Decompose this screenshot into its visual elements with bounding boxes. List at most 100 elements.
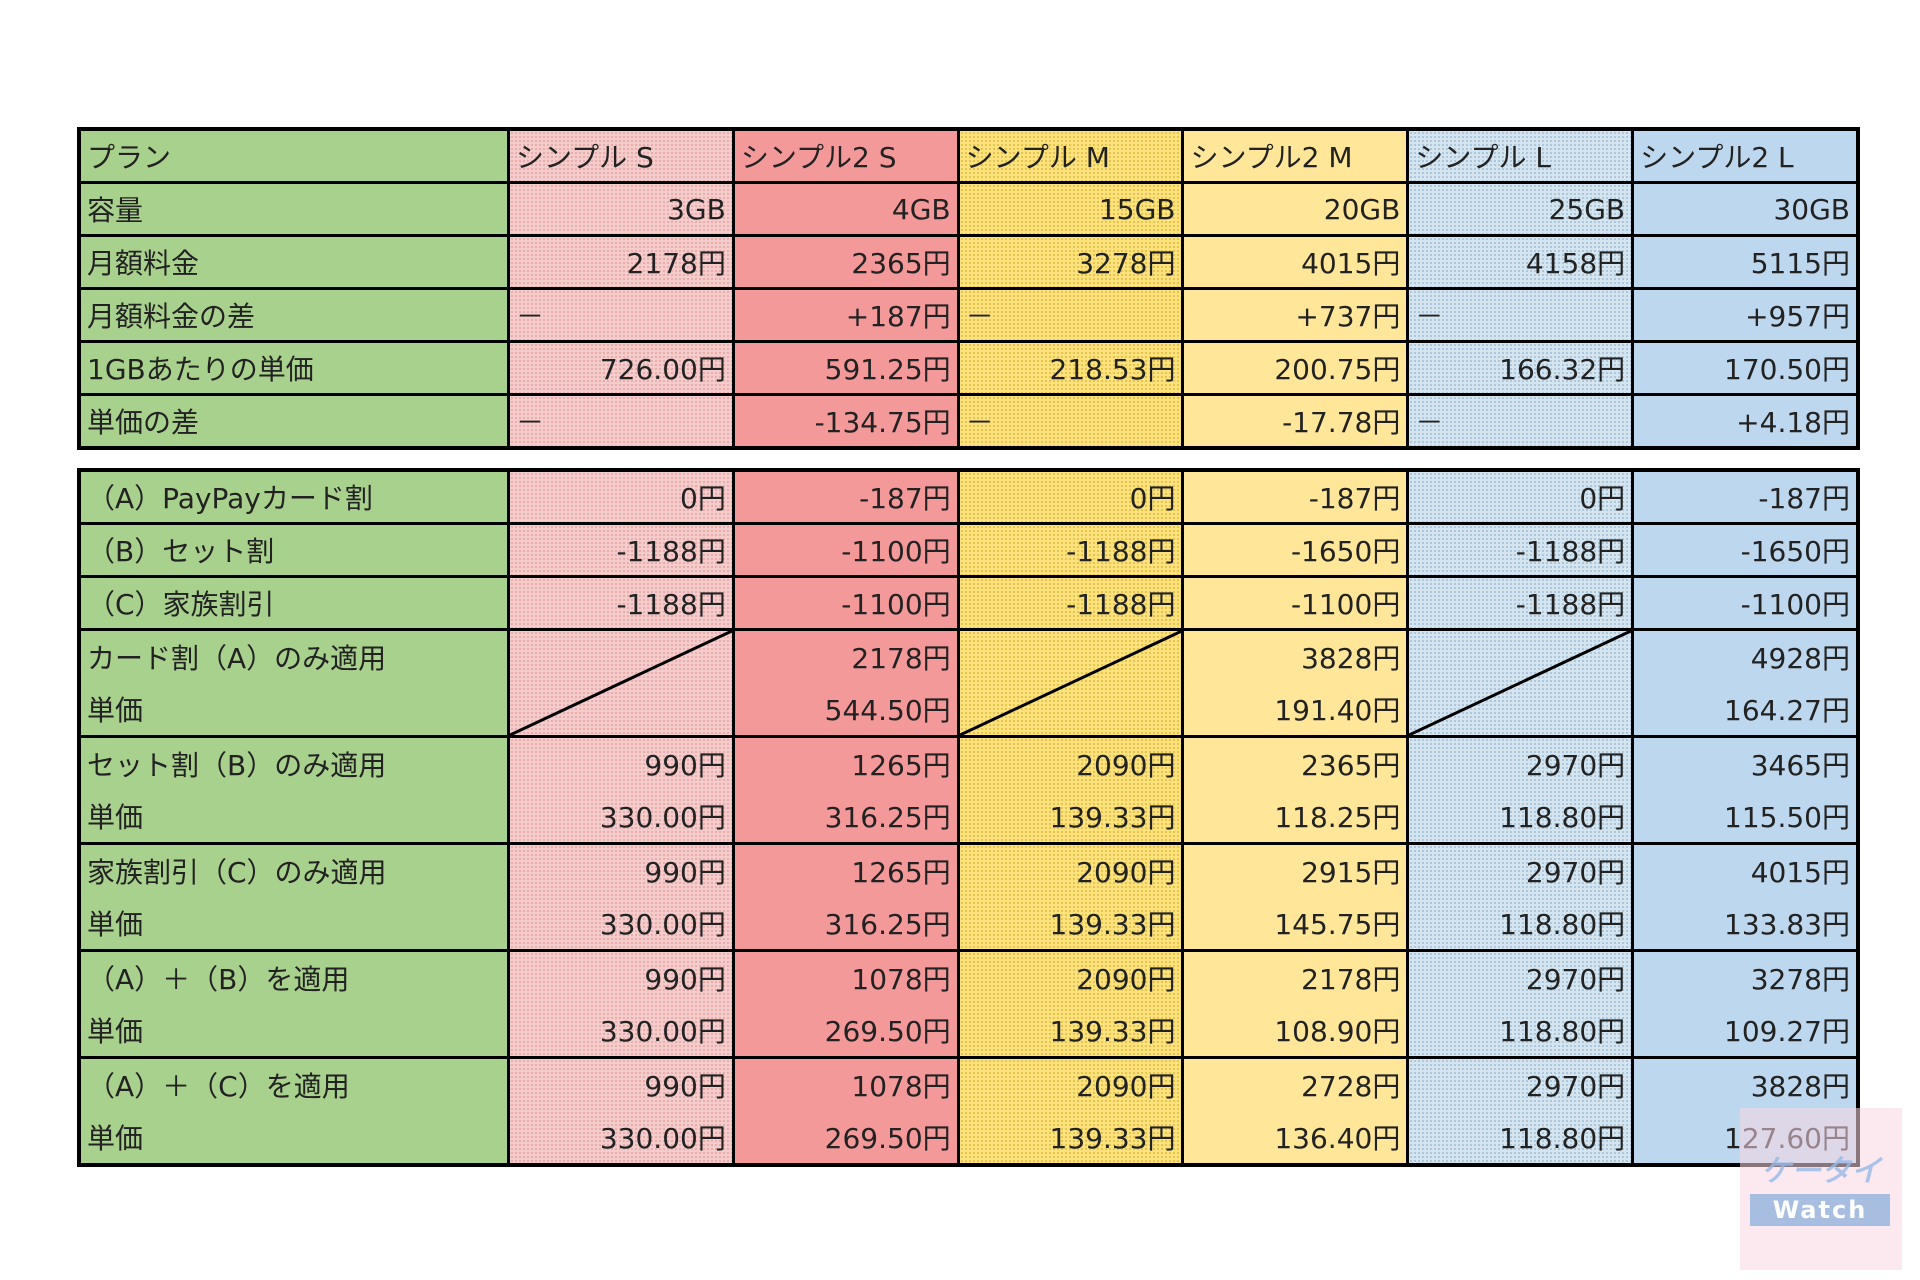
value-line: 3278円 (1750, 963, 1850, 996)
value-cell: 0円 (510, 472, 732, 522)
value-line: 1265円 (851, 749, 951, 782)
value-line: 109.27円 (1724, 1015, 1850, 1048)
value-line: 2915円 (1301, 856, 1401, 889)
value-cell: 2090円 139.33円 (959, 1059, 1182, 1163)
value-cell: -1188円 (1409, 525, 1632, 575)
value-cell: － (1409, 396, 1632, 446)
empty-cell (959, 631, 1182, 735)
value-cell: -1100円 (734, 525, 957, 575)
value-cell: -1100円 (1184, 578, 1407, 628)
row-label: セット割（B）のみ適用 単価 (81, 738, 507, 842)
value-cell: -187円 (1184, 472, 1407, 522)
diagonal-slash (960, 631, 1182, 735)
value-line: 2090円 (1076, 749, 1176, 782)
value-line: 139.33円 (1049, 1122, 1176, 1155)
value-cell: 0円 (959, 472, 1182, 522)
row-label-line: セット割（B）のみ適用 (87, 749, 387, 782)
row-label-line: （A）＋（B）を適用 (87, 963, 350, 996)
value-cell: +737円 (1184, 290, 1407, 340)
value-line: 118.80円 (1499, 801, 1626, 834)
row-label: （A）＋（C）を適用 単価 (81, 1059, 507, 1163)
row-label: 家族割引（C）のみ適用 単価 (81, 845, 507, 949)
value-cell: 4928円 164.27円 (1634, 631, 1856, 735)
value-cell: 1078円 269.50円 (734, 1059, 957, 1163)
row-label-line: 単価 (87, 1122, 144, 1155)
row-label-line: カード割（A）のみ適用 (87, 642, 387, 675)
value-cell: 0円 (1409, 472, 1632, 522)
value-cell: -187円 (1634, 472, 1856, 522)
value-cell: 2970円 118.80円 (1409, 1059, 1632, 1163)
row-label-line: 単価 (87, 908, 144, 941)
header-cell: プラン (81, 131, 507, 181)
row-label: （A）＋（B）を適用 単価 (81, 952, 507, 1056)
value-line: 1078円 (851, 1070, 951, 1103)
value-line: 118.80円 (1499, 1015, 1626, 1048)
value-cell: 2178円 108.90円 (1184, 952, 1407, 1056)
value-line: 1265円 (851, 856, 951, 889)
value-line: 2178円 (1301, 963, 1401, 996)
value-cell: 4GB (734, 184, 957, 234)
value-line: 2090円 (1076, 856, 1176, 889)
row-label: 容量 (81, 184, 507, 234)
value-cell: -1100円 (1634, 578, 1856, 628)
row-label: 単価の差 (81, 396, 507, 446)
value-cell: 591.25円 (734, 343, 957, 393)
value-line: 4928円 (1750, 642, 1850, 675)
value-cell: -1100円 (734, 578, 957, 628)
row-label: （A）PayPayカード割 (81, 472, 507, 522)
value-cell: 2178円 544.50円 (734, 631, 957, 735)
value-line: 990円 (644, 1070, 726, 1103)
value-cell: 1265円 316.25円 (734, 738, 957, 842)
row-label-line: 単価 (87, 801, 144, 834)
value-line: 136.40円 (1274, 1122, 1401, 1155)
discount-table: （A）PayPayカード割 0円 -187円 0円 -187円 0円 -187円 （B）セット… (77, 468, 1860, 1167)
value-cell: 990円 330.00円 (510, 1059, 732, 1163)
diagonal-slash (1409, 631, 1631, 735)
value-line: 3828円 (1301, 642, 1401, 675)
header-cell: シンプル S (510, 131, 732, 181)
value-cell: － (959, 396, 1182, 446)
value-cell: 2970円 118.80円 (1409, 845, 1632, 949)
value-cell: 2728円 136.40円 (1184, 1059, 1407, 1163)
row-label: 1GBあたりの単価 (81, 343, 507, 393)
value-line: 118.25円 (1274, 801, 1401, 834)
value-cell: 3GB (510, 184, 732, 234)
value-cell: -134.75円 (734, 396, 957, 446)
value-line: 990円 (644, 856, 726, 889)
row-label-line: 単価 (87, 694, 144, 727)
value-cell: 3828円 191.40円 (1184, 631, 1407, 735)
diagonal-line (510, 631, 732, 735)
value-line: 118.80円 (1499, 908, 1626, 941)
watermark: ケータイ Watch (1740, 1108, 1902, 1270)
value-cell: 4015円 (1184, 237, 1407, 287)
value-cell: 990円 330.00円 (510, 952, 732, 1056)
value-cell: － (959, 290, 1182, 340)
value-line: 3828円 (1750, 1070, 1850, 1103)
value-line: 269.50円 (824, 1122, 951, 1155)
value-cell: 4015円 133.83円 (1634, 845, 1856, 949)
row-label: カード割（A）のみ適用 単価 (81, 631, 507, 735)
value-cell: -1188円 (959, 578, 1182, 628)
value-line: 330.00円 (599, 1122, 726, 1155)
value-line: 330.00円 (599, 801, 726, 834)
value-cell: 2970円 118.80円 (1409, 952, 1632, 1056)
value-line: 990円 (644, 749, 726, 782)
empty-cell (510, 631, 732, 735)
value-line: 145.75円 (1274, 908, 1401, 941)
value-line: 3465円 (1750, 749, 1850, 782)
value-cell: 2090円 139.33円 (959, 738, 1182, 842)
value-cell: -1188円 (1409, 578, 1632, 628)
value-cell: -187円 (734, 472, 957, 522)
header-cell: シンプル M (959, 131, 1182, 181)
value-cell: 990円 330.00円 (510, 738, 732, 842)
value-line: 330.00円 (599, 908, 726, 941)
value-cell: 2090円 139.33円 (959, 845, 1182, 949)
value-cell: 30GB (1634, 184, 1856, 234)
value-cell: +4.18円 (1634, 396, 1856, 446)
header-cell: シンプル L (1409, 131, 1632, 181)
value-cell: 218.53円 (959, 343, 1182, 393)
value-cell: -1650円 (1634, 525, 1856, 575)
value-line: 2728円 (1301, 1070, 1401, 1103)
header-cell: シンプル2 L (1634, 131, 1856, 181)
